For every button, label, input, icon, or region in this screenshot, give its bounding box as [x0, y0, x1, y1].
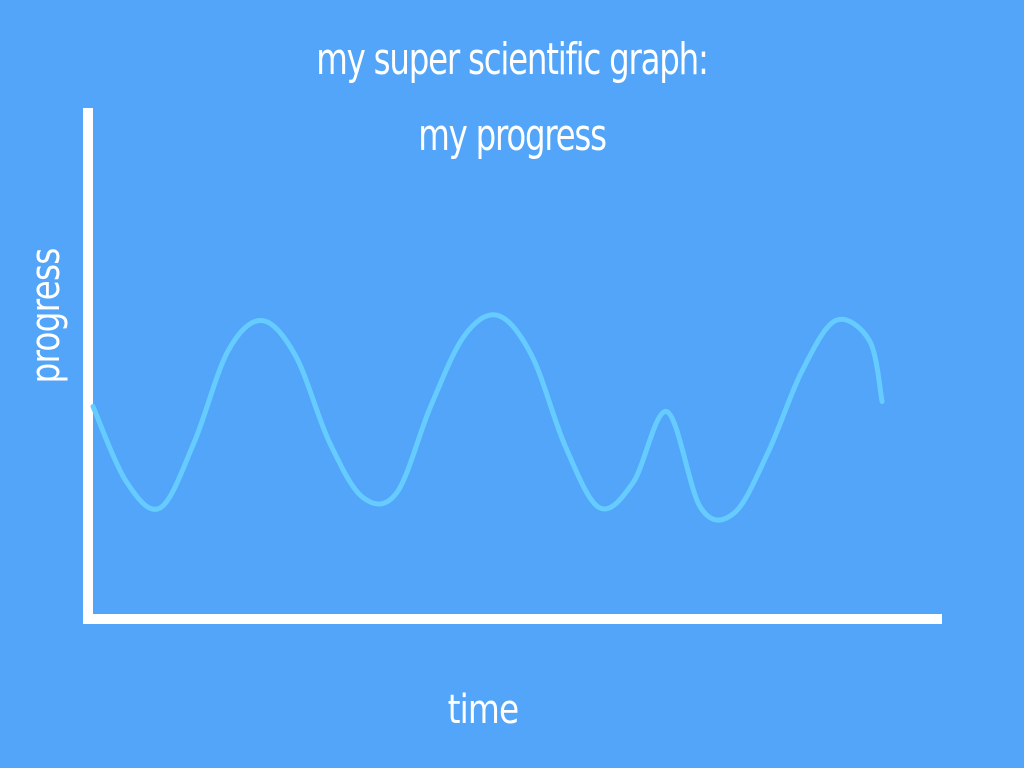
y-axis-label: progress: [23, 248, 69, 384]
progress-line: [90, 312, 885, 523]
chart-title-line-2: my progress: [418, 110, 607, 161]
chart-title-line-1: my super scientific graph:: [316, 34, 709, 85]
x-axis-label: time: [447, 687, 520, 733]
chart-title: my super scientific graph: my progress: [92, 22, 932, 174]
